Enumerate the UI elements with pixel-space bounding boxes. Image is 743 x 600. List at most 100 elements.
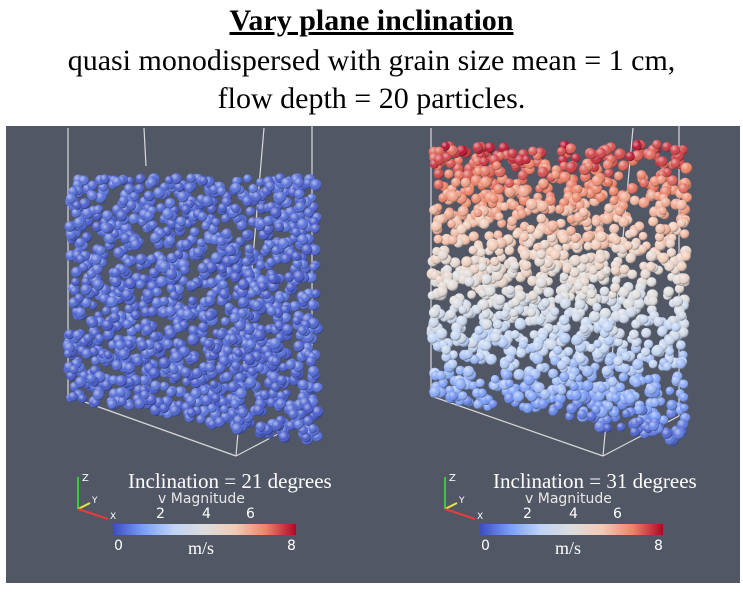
grain-shading xyxy=(140,390,150,400)
grain-shading xyxy=(573,184,583,194)
grain-shading xyxy=(281,177,293,189)
grain-shading xyxy=(518,339,528,350)
grain-shading xyxy=(533,243,542,252)
grain-shading xyxy=(80,284,92,296)
grain-shading xyxy=(104,350,113,360)
grain-shading xyxy=(129,191,140,202)
grain-shading xyxy=(428,317,439,328)
grain-shading xyxy=(224,244,236,257)
grain-shading xyxy=(266,397,277,408)
inclination-caption: Inclination = 21 degrees xyxy=(128,469,332,493)
grain-shading xyxy=(569,254,582,267)
grain-shading xyxy=(307,299,319,311)
subtitle-line-2: flow depth = 20 particles. xyxy=(217,82,526,115)
colorbar xyxy=(113,524,296,535)
grain-shading xyxy=(183,219,193,228)
grain-shading xyxy=(641,327,652,339)
grain-shading xyxy=(639,178,649,188)
grain-shading xyxy=(293,340,305,352)
grain-shading xyxy=(311,223,320,233)
grain-shading xyxy=(148,367,161,380)
grain-shading xyxy=(526,391,538,402)
grain-shading xyxy=(619,264,630,275)
grain-shading xyxy=(134,323,143,333)
grain-shading xyxy=(205,261,218,274)
grain-shading xyxy=(469,381,478,390)
grain-shading xyxy=(274,293,285,304)
grain-shading xyxy=(168,364,179,375)
grain-shading xyxy=(664,261,675,272)
grain-shading xyxy=(65,193,76,204)
grain-shading xyxy=(216,236,226,246)
grain-shading xyxy=(665,239,676,249)
grain-shading xyxy=(81,297,92,309)
grain-shading xyxy=(305,272,317,284)
grain-shading xyxy=(234,372,246,384)
grain-shading xyxy=(532,353,544,365)
grain-shading xyxy=(101,379,113,391)
grain-shading xyxy=(117,396,127,406)
grain-shading xyxy=(236,220,248,231)
grain-shading xyxy=(159,296,169,306)
grain-shading xyxy=(116,210,128,222)
grain-shading xyxy=(504,178,514,188)
grain-shading xyxy=(493,230,503,240)
grain-shading xyxy=(589,273,599,283)
grain-shading xyxy=(676,340,686,350)
grain-shading xyxy=(188,296,197,305)
grain-shading xyxy=(667,175,678,186)
grain-shading xyxy=(663,286,674,298)
grain-shading xyxy=(460,177,471,188)
grain-shading xyxy=(618,286,630,298)
grain-shading xyxy=(242,196,253,207)
grain-shading xyxy=(654,232,665,242)
grain-shading xyxy=(209,380,219,389)
grain-shading xyxy=(280,253,291,264)
grain-shading xyxy=(599,286,610,297)
grain-shading xyxy=(604,356,615,366)
grain-shading xyxy=(458,391,468,401)
grain-shading xyxy=(443,209,454,220)
grain-shading xyxy=(265,240,275,249)
grain-shading xyxy=(124,277,137,290)
grain-shading xyxy=(666,407,677,419)
grain-shading xyxy=(618,216,630,228)
grain-shading xyxy=(83,333,93,343)
grain-shading xyxy=(680,403,689,413)
orientation-axes-icon: Z Y X xyxy=(77,473,116,522)
grain-shading xyxy=(433,179,444,190)
grain-shading xyxy=(532,228,544,240)
grains-right xyxy=(426,139,693,447)
grain-shading xyxy=(271,420,282,431)
grain-shading xyxy=(214,416,226,428)
grain-shading xyxy=(143,190,155,202)
grain-shading xyxy=(110,305,120,315)
grain-shading xyxy=(513,369,525,381)
grain-shading xyxy=(256,260,266,270)
grain-shading xyxy=(130,310,141,321)
grain-shading xyxy=(583,241,593,251)
grain-shading xyxy=(447,359,458,370)
grain-shading xyxy=(255,421,266,432)
grain-shading xyxy=(174,182,185,193)
grain-shading xyxy=(148,220,158,230)
grain-shading xyxy=(594,391,605,402)
grain-shading xyxy=(68,391,79,402)
grain-shading xyxy=(444,169,454,179)
grain-shading xyxy=(152,287,162,297)
grain-shading xyxy=(678,318,690,330)
particle-scene-left xyxy=(62,126,324,457)
grain-shading xyxy=(150,380,161,391)
colorbar-units: m/s xyxy=(188,538,215,558)
grain-shading xyxy=(146,254,157,265)
grain-shading xyxy=(87,180,98,191)
grain-shading xyxy=(488,193,499,204)
grain-shading xyxy=(591,175,603,187)
grain-shading xyxy=(269,337,281,349)
grain-shading xyxy=(485,353,497,365)
grain-shading xyxy=(229,313,240,324)
grain-shading xyxy=(234,320,246,332)
grain-shading xyxy=(78,394,87,403)
grain-shading xyxy=(215,363,226,374)
grain-shading xyxy=(199,176,209,186)
